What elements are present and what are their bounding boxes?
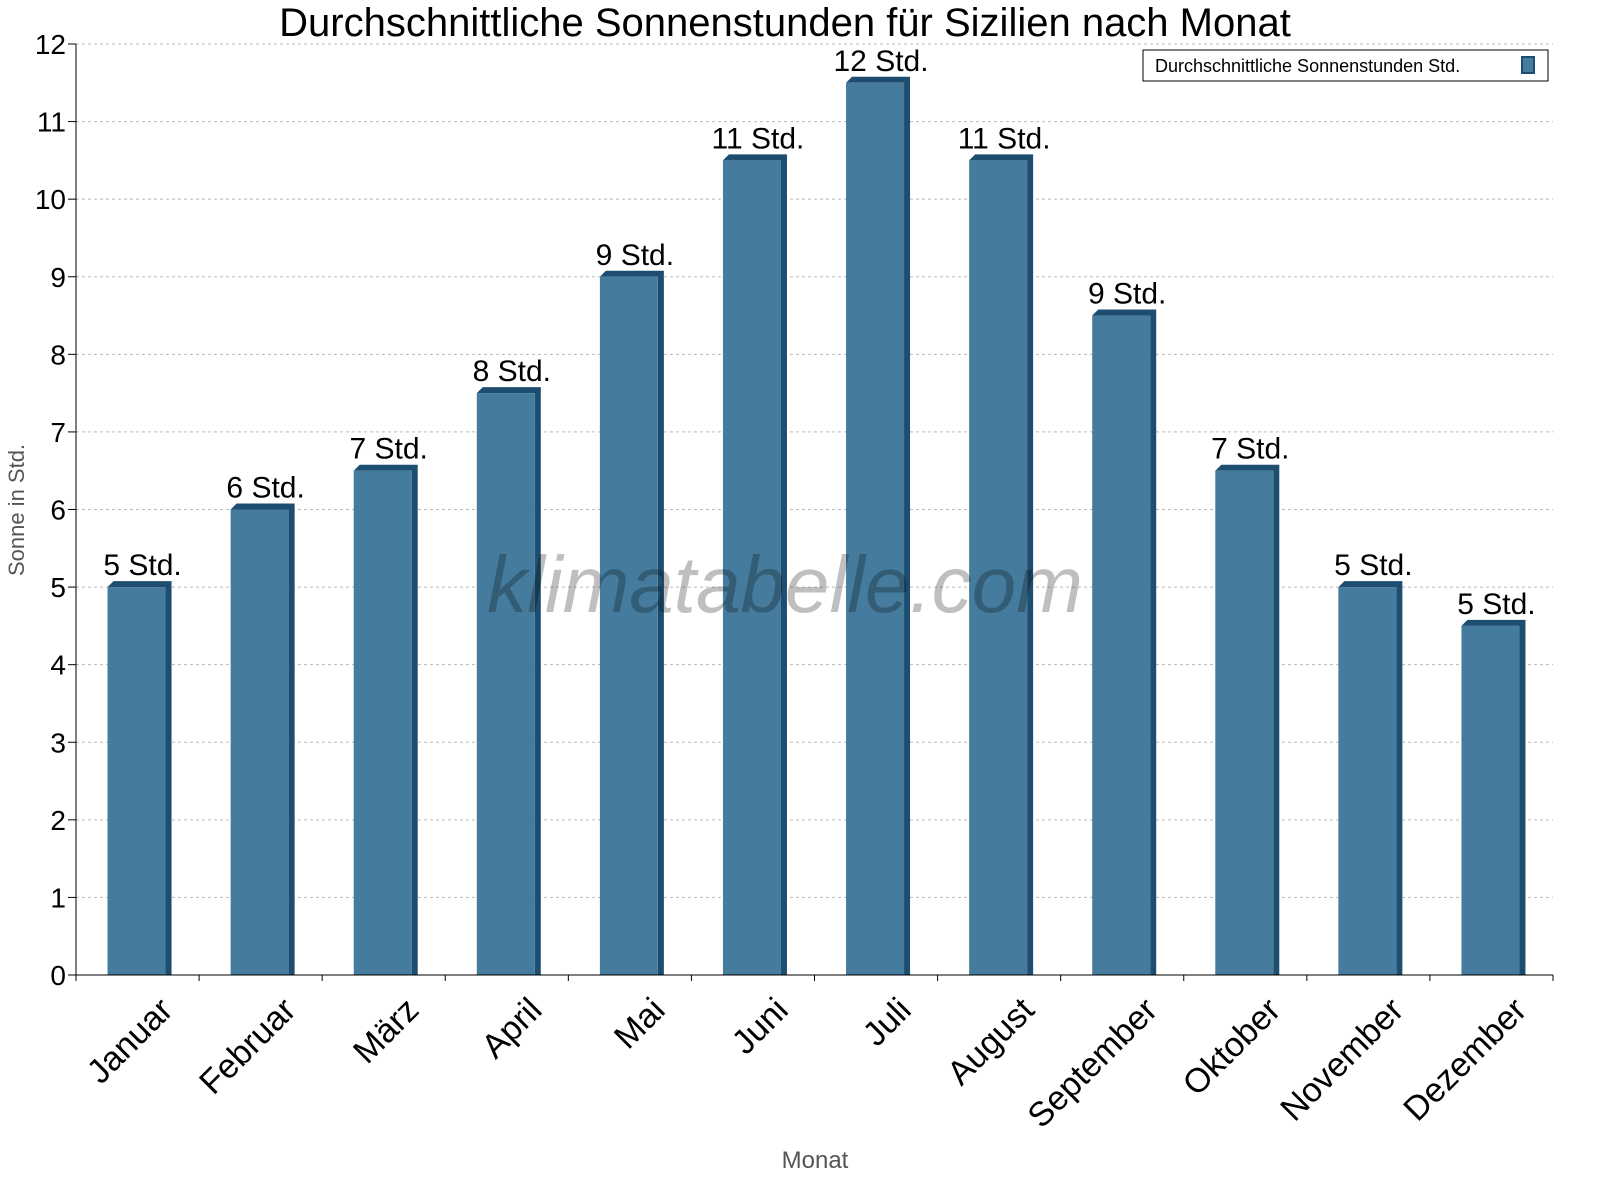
legend-swatch [1521, 56, 1535, 74]
x-tick-label: Januar [80, 991, 180, 1091]
chart-title: Durchschnittliche Sonnenstunden für Sizi… [279, 1, 1291, 45]
bar [353, 470, 412, 975]
bar [846, 82, 905, 975]
x-axis-label: Monat [782, 1147, 849, 1174]
x-tick-label: Dezember [1396, 991, 1534, 1129]
y-tick-label: 11 [37, 107, 66, 138]
x-tick-label: März [346, 991, 426, 1071]
y-axis-label: Sonne in Std. [4, 444, 29, 576]
gridlines [76, 43, 1553, 898]
bar [476, 393, 535, 975]
y-tick-label: 1 [50, 882, 66, 913]
data-label: 11 Std. [712, 122, 805, 155]
y-tick-label: 8 [50, 339, 66, 370]
data-label: 9 Std. [596, 239, 674, 272]
bar [107, 587, 166, 975]
x-tick-label: April [474, 991, 549, 1066]
data-label: 8 Std. [473, 355, 551, 388]
x-tick-label: Juni [725, 991, 796, 1062]
x-tick-label: November [1273, 991, 1411, 1129]
bar [230, 509, 289, 975]
bar [599, 276, 658, 975]
y-tick-label: 4 [50, 650, 66, 681]
data-label: 5 Std. [1457, 588, 1535, 621]
legend-label: Durchschnittliche Sonnenstunden Std. [1155, 56, 1460, 76]
y-tick-label: 9 [50, 262, 66, 293]
y-tick-label: 2 [50, 805, 66, 836]
data-label: 5 Std. [1334, 549, 1412, 582]
x-tick-label: Oktober [1176, 991, 1288, 1103]
legend: Durchschnittliche Sonnenstunden Std. [1142, 49, 1549, 82]
y-tick-label: 3 [50, 727, 66, 758]
data-label: 11 Std. [958, 122, 1051, 155]
bar [1461, 625, 1520, 975]
bar [969, 160, 1028, 975]
y-tick-label: 10 [35, 184, 66, 215]
x-tick-label: Mai [607, 991, 673, 1057]
bar [1092, 315, 1151, 976]
bar [722, 160, 781, 975]
data-label: 5 Std. [103, 549, 181, 582]
bars: 5 Std. 6 Std. 7 Std. 8 Std. 9 Std. 11 Std. 12 … [103, 45, 1536, 976]
data-label: 7 Std. [1211, 433, 1289, 466]
data-label: 6 Std. [226, 472, 304, 505]
data-label: 7 Std. [350, 433, 428, 466]
x-tick-label: September [1020, 991, 1164, 1135]
x-tick-label: August [940, 990, 1042, 1092]
bar [1338, 587, 1397, 975]
x-tick-label: Februar [192, 991, 303, 1102]
bar [1215, 470, 1274, 975]
y-tick-label: 6 [50, 495, 66, 526]
y-tick-label: 12 [35, 29, 66, 60]
data-label: 9 Std. [1088, 278, 1166, 311]
x-tick-label: Juli [856, 991, 919, 1054]
watermark: klimatabelle.com [487, 540, 1083, 629]
y-tick-label: 7 [50, 417, 66, 448]
y-tick-label: 5 [50, 572, 66, 603]
y-tick-label: 0 [50, 960, 66, 991]
data-label: 12 Std. [834, 45, 929, 78]
